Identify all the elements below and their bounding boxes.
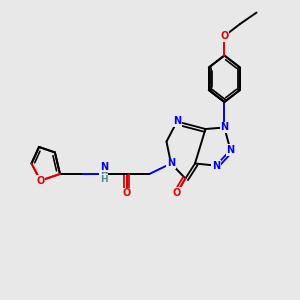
Text: O: O bbox=[36, 176, 45, 186]
Text: N: N bbox=[100, 161, 108, 172]
Text: H: H bbox=[100, 175, 108, 184]
Text: O: O bbox=[173, 188, 181, 198]
Text: N: N bbox=[212, 160, 220, 171]
Text: N: N bbox=[226, 145, 235, 155]
Text: N: N bbox=[173, 116, 181, 127]
Text: H: H bbox=[100, 169, 108, 178]
Text: N: N bbox=[167, 158, 175, 169]
Text: N: N bbox=[220, 122, 229, 133]
Text: O: O bbox=[220, 31, 229, 41]
Text: O: O bbox=[122, 188, 131, 199]
